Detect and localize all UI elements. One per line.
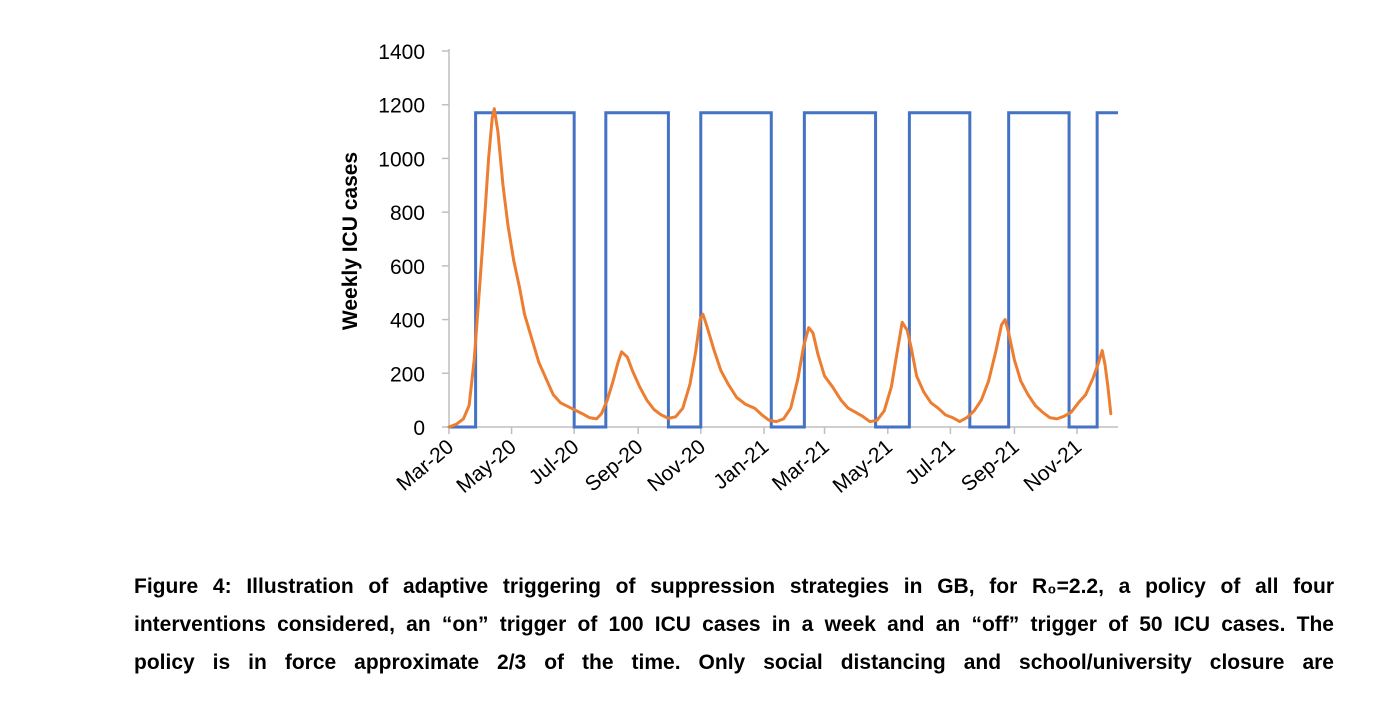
x-tick-label: Nov-20 [643,435,710,496]
x-tick-label: Mar-20 [392,435,458,495]
x-tick-label: Jul-21 [901,435,960,489]
y-tick-label: 200 [390,363,425,386]
series-layer [447,107,1118,429]
y-tick-label: 1200 [378,95,425,118]
x-tick-label: Jul-20 [525,435,584,489]
figure-caption: Figure 4: Illustration of adaptive trigg… [134,568,1334,682]
y-tick-label: 400 [390,310,425,333]
icu-cases-series-line [447,107,1113,429]
x-tick-label: Jan-21 [709,435,773,494]
y-tick-label: 800 [390,202,425,225]
x-tick-label: May-20 [452,435,520,498]
x-tick-label: Sep-20 [581,435,648,496]
y-axis: 0 200 400 600 800 1000 1200 1400 [378,41,450,440]
y-axis-label: Weekly ICU cases [339,152,362,330]
caption-line-2: interventions considered, an “on” trigge… [134,613,1334,636]
x-tick-label: Mar-21 [768,435,834,495]
x-tick-label: Nov-21 [1020,435,1087,496]
policy-series-line [449,111,1118,429]
y-tick-label: 0 [413,417,425,440]
caption-line-3: policy is in force approximate 2/3 of th… [134,651,1334,674]
y-tick-label: 1000 [378,148,425,171]
y-tick-label: 600 [390,256,425,279]
x-tick-label: May-21 [829,435,897,498]
caption-line-1: Figure 4: Illustration of adaptive trigg… [134,575,1334,598]
x-tick-label: Sep-21 [957,435,1024,496]
y-tick-label: 1400 [378,41,425,64]
